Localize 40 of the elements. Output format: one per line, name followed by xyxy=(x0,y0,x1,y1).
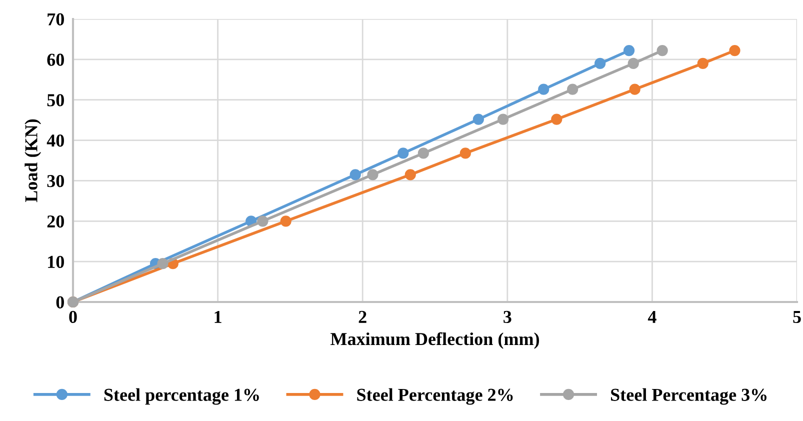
point xyxy=(404,169,416,180)
point xyxy=(418,148,429,159)
y-tick-label: 60 xyxy=(47,54,64,66)
point xyxy=(472,114,484,125)
x-tick-label: 0 xyxy=(69,310,77,324)
point xyxy=(367,169,378,180)
point xyxy=(257,216,268,227)
x-tick-label: 3 xyxy=(504,310,512,324)
legend-label: Steel Percentage 2% xyxy=(357,388,513,405)
x-tick-label: 5 xyxy=(793,311,801,324)
point xyxy=(551,114,562,125)
x-tick-label: 2 xyxy=(358,310,366,323)
point xyxy=(628,58,639,70)
y-tick-label: 40 xyxy=(46,134,64,147)
point xyxy=(280,216,292,227)
point xyxy=(729,44,740,56)
point xyxy=(398,148,409,159)
legend-label: Steel Percentage 3% xyxy=(611,388,766,405)
y-tick-label: 70 xyxy=(48,13,64,26)
point xyxy=(460,148,471,159)
point xyxy=(567,84,578,95)
y-tick-label: 0 xyxy=(56,296,64,308)
point xyxy=(623,44,635,56)
y-tick-label: 10 xyxy=(48,256,64,268)
y-tick-label: 50 xyxy=(47,94,64,106)
point xyxy=(538,84,550,95)
legend-label: Steel percentage 1% xyxy=(104,388,259,405)
y-tick-label: 30 xyxy=(47,174,64,188)
x-tick-label: 1 xyxy=(214,310,222,323)
point xyxy=(656,44,668,56)
point xyxy=(350,169,361,180)
y-tick-label: 20 xyxy=(47,215,64,228)
point xyxy=(629,84,640,95)
point xyxy=(498,114,509,125)
x-axis-title: Maximum Deflection (mm) xyxy=(330,332,539,349)
x-tick-label: 4 xyxy=(648,310,656,323)
y-axis-title: Load (KN) xyxy=(24,119,42,202)
point xyxy=(594,58,606,70)
point xyxy=(157,258,168,270)
point xyxy=(697,58,708,70)
